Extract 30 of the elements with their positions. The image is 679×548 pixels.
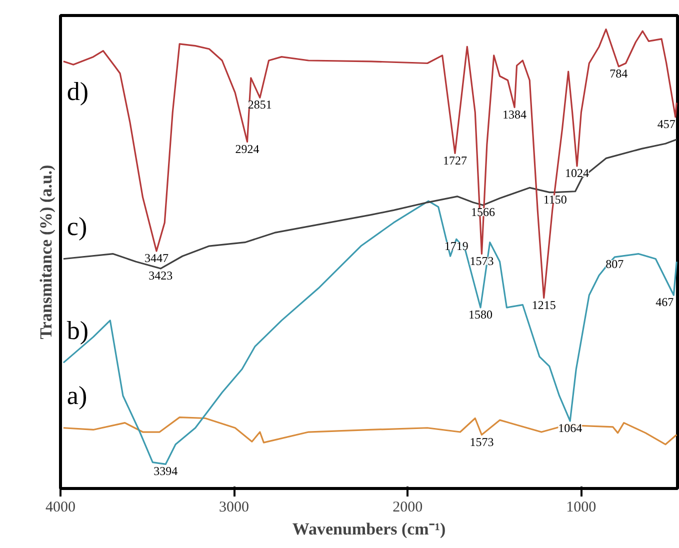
annotation: 467 (656, 295, 674, 310)
annotation: 1580 (468, 308, 493, 322)
annotation: 1150 (543, 192, 567, 206)
annotation: 3423 (148, 268, 173, 283)
annotation: 3394 (154, 464, 178, 478)
annotation: 3447 (144, 251, 168, 266)
x-tick-label: 4000 (46, 500, 76, 516)
annotation: 2851 (248, 98, 272, 112)
x-tick-label: 2000 (392, 500, 423, 516)
x-tick-label: 1000 (566, 500, 596, 516)
series-label: d) (66, 76, 89, 106)
annotation: 1384 (502, 107, 527, 122)
annotation: 1719 (444, 239, 468, 254)
annotation: 1064 (558, 420, 582, 435)
x-axis-title: Wavenumbers (cm⁻¹) (292, 520, 446, 538)
annotation: 1727 (443, 153, 467, 168)
annotation: 1566 (470, 205, 495, 220)
series-label: a) (66, 381, 88, 410)
series-label: c) (66, 212, 88, 242)
annotation: 784 (610, 66, 628, 80)
series-label: b) (66, 316, 89, 346)
annotation: 1573 (470, 434, 494, 449)
annotation: 1573 (470, 254, 494, 268)
annotation: 2924 (235, 142, 260, 156)
annotation: 1024 (565, 166, 590, 180)
annotation: 1215 (532, 298, 556, 312)
annotation: 807 (606, 257, 624, 272)
x-tick-label: 3000 (219, 500, 250, 516)
annotation: 457 (657, 116, 676, 131)
y-axis-title: Transmitance (%) (a.u.) (36, 164, 56, 340)
